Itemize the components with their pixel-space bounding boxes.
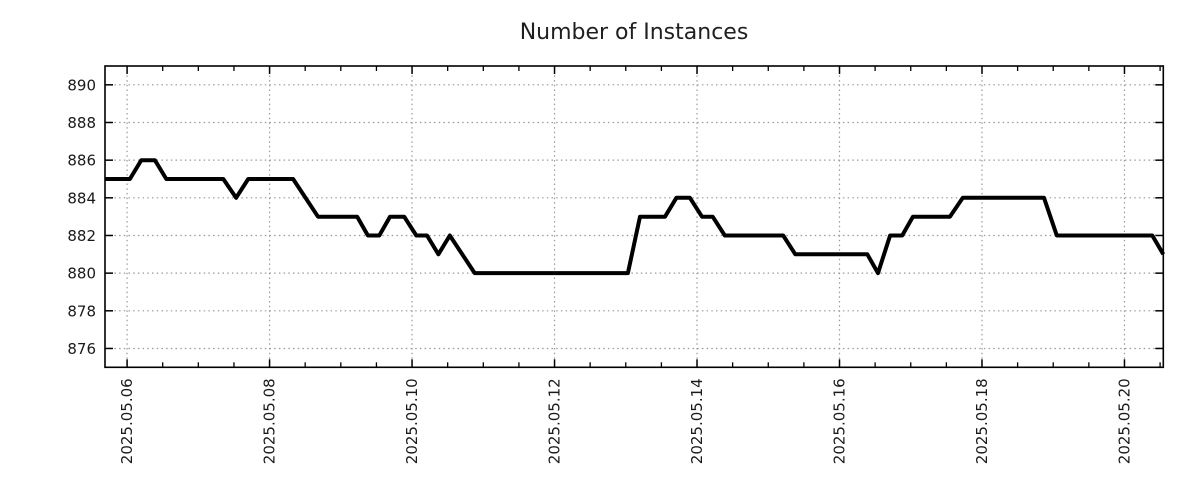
x-tick-label: 2025.05.10 xyxy=(403,378,421,464)
x-tick-label: 2025.05.16 xyxy=(831,378,849,464)
x-tick-label: 2025.05.18 xyxy=(973,378,991,464)
data-line xyxy=(105,158,1166,276)
y-tick-label: 876 xyxy=(67,340,96,358)
y-tick-label: 886 xyxy=(67,152,96,170)
plot-border xyxy=(104,65,1165,369)
y-tick-label: 884 xyxy=(67,189,96,207)
chart-title: Number of Instances xyxy=(520,20,749,45)
x-tick-label: 2025.05.08 xyxy=(261,378,279,464)
y-tick-label: 890 xyxy=(67,76,96,94)
y-tick-label: 882 xyxy=(67,227,96,245)
x-tick-label: 2025.05.06 xyxy=(118,378,136,464)
plot-area: 876 878 880 882 884 886 888 890 2025.05.06 2025.0… xyxy=(67,65,1166,464)
x-tick-label: 2025.05.12 xyxy=(546,378,564,464)
y-tick-label: 880 xyxy=(67,265,96,283)
y-tick-label: 878 xyxy=(67,302,96,320)
y-tick-label: 888 xyxy=(67,114,96,132)
x-tick-label: 2025.05.20 xyxy=(1115,378,1133,464)
x-tick-label: 2025.05.14 xyxy=(688,378,706,464)
